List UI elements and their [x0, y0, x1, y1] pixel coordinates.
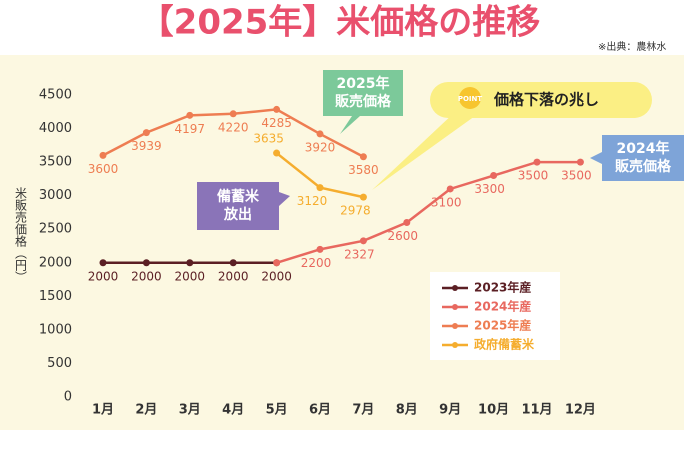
callout-box — [323, 70, 403, 116]
x-tick-label: 2月 — [135, 403, 157, 418]
data-label: 3500 — [561, 169, 592, 183]
bulb — [459, 87, 481, 109]
x-tick-label: 12月 — [565, 403, 596, 418]
data-label: 4220 — [218, 120, 249, 134]
data-point — [533, 158, 541, 166]
data-label: 3300 — [474, 182, 505, 196]
data-point — [359, 193, 367, 201]
y-axis-label: 米販売価格（円） — [14, 187, 28, 283]
annotation: 2025年販売価格 — [335, 75, 392, 110]
data-label: 2327 — [344, 247, 375, 261]
data-point — [273, 149, 281, 157]
chart-title: 【2025年】米価格の推移 — [140, 3, 541, 43]
callout-box — [602, 135, 684, 181]
y-tick-label: 3500 — [39, 155, 72, 170]
data-label: 3635 — [253, 132, 284, 146]
callout-box — [430, 82, 652, 118]
data-label: 2000 — [131, 269, 162, 283]
data-label: 2000 — [261, 269, 292, 283]
data-point — [316, 245, 324, 253]
annotation: 価格下落の兆し — [493, 91, 599, 109]
data-label: 2600 — [388, 229, 419, 243]
annotation: POINT — [458, 95, 483, 103]
data-label: 4197 — [175, 122, 206, 136]
callout-tail — [372, 112, 475, 190]
x-tick-label: 6月 — [309, 403, 331, 418]
x-tick-label: 5月 — [266, 403, 288, 418]
callout-tail — [340, 116, 360, 134]
data-point — [359, 237, 367, 245]
data-label: 2978 — [340, 204, 371, 218]
data-point — [229, 110, 237, 118]
x-tick-label: 9月 — [439, 403, 461, 418]
x-tick-label: 8月 — [396, 403, 418, 418]
data-point — [273, 259, 281, 267]
series-line — [276, 160, 581, 264]
legend-dot — [452, 285, 458, 291]
data-label: 4285 — [261, 116, 292, 130]
x-tick-label: 7月 — [352, 403, 374, 418]
data-point — [229, 259, 237, 267]
x-tick-label: 1月 — [92, 403, 114, 418]
data-point — [316, 130, 324, 138]
data-point — [142, 259, 150, 267]
y-tick-label: 500 — [47, 356, 72, 371]
legend-dot — [452, 323, 458, 329]
annotation: 備蓄米放出 — [217, 188, 260, 223]
data-point — [186, 259, 194, 267]
source: ※出典：農林水 — [598, 40, 666, 53]
y-tick-label: 3000 — [39, 188, 72, 203]
data-label: 2000 — [218, 269, 249, 283]
y-tick-label: 2500 — [39, 222, 72, 237]
x-tick-label: 10月 — [478, 403, 509, 418]
data-label: 3580 — [348, 163, 379, 177]
data-label: 3920 — [305, 140, 336, 154]
legend-label: 2025年産 — [474, 318, 531, 333]
annotation: 2024年販売価格 — [615, 140, 672, 175]
legend-label: 2024年産 — [474, 299, 531, 314]
callout-box — [197, 182, 279, 230]
data-label: 3939 — [131, 139, 162, 153]
data-point — [99, 259, 107, 267]
x-tick-label: 4月 — [222, 403, 244, 418]
data-point — [576, 158, 584, 166]
x-tick-label: 11月 — [521, 403, 552, 418]
legend-label: 2023年産 — [474, 280, 531, 295]
data-label: 3100 — [431, 195, 462, 209]
data-point — [99, 151, 107, 159]
data-label: 3600 — [88, 162, 119, 176]
y-tick-label: 0 — [64, 390, 72, 405]
data-point — [186, 111, 194, 119]
data-label: 3500 — [518, 169, 549, 183]
legend-dot — [452, 342, 458, 348]
data-label: 3120 — [297, 194, 328, 208]
data-point — [490, 172, 498, 180]
legend-label: 政府備蓄米 — [474, 337, 535, 352]
x-tick-label: 3月 — [179, 403, 201, 418]
legend-dot — [452, 304, 458, 310]
data-point — [273, 105, 281, 113]
data-label: 2200 — [301, 256, 332, 270]
data-point — [403, 219, 411, 227]
data-point — [316, 184, 324, 192]
callout-tail — [279, 192, 290, 206]
callout-tail — [590, 152, 602, 164]
data-point — [142, 129, 150, 137]
data-point — [446, 185, 454, 193]
y-tick-label: 2000 — [39, 255, 72, 270]
y-tick-label: 1500 — [39, 289, 72, 304]
y-tick-label: 4500 — [39, 88, 72, 103]
y-tick-label: 1000 — [39, 322, 72, 337]
data-label: 2000 — [175, 269, 206, 283]
data-point — [359, 153, 367, 161]
y-tick-label: 4000 — [39, 121, 72, 136]
data-label: 2000 — [88, 269, 119, 283]
